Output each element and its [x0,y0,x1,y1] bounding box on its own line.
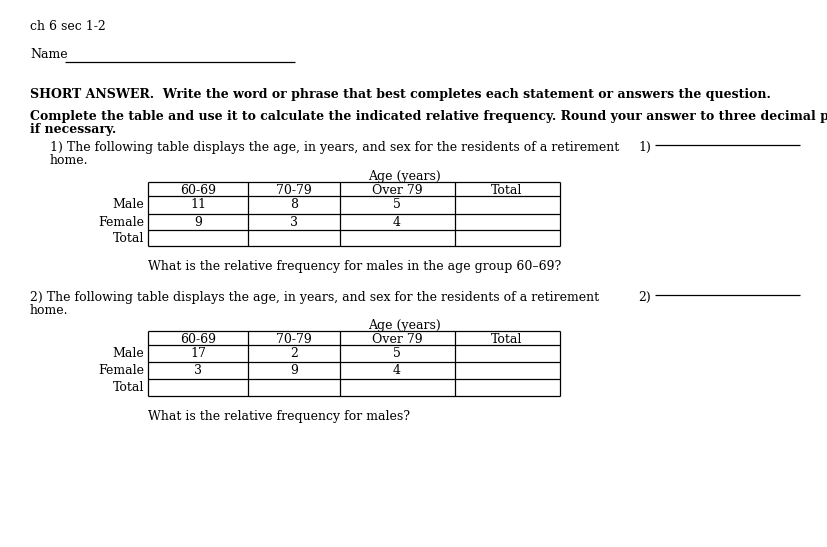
Text: 60-69: 60-69 [179,184,216,197]
Text: Female: Female [98,216,144,229]
Text: if necessary.: if necessary. [30,123,116,136]
Text: 3: 3 [289,216,298,229]
Text: 2): 2) [638,291,650,304]
Text: Total: Total [112,381,144,394]
Text: Age (years): Age (years) [367,319,440,332]
Text: Male: Male [112,198,144,211]
Text: 1) The following table displays the age, in years, and sex for the residents of : 1) The following table displays the age,… [50,141,619,154]
Text: Age (years): Age (years) [367,170,440,183]
Text: Over 79: Over 79 [371,333,422,346]
Text: home.: home. [30,304,69,317]
Text: Female: Female [98,364,144,377]
Text: Total: Total [112,232,144,245]
Text: Complete the table and use it to calculate the indicated relative frequency. Rou: Complete the table and use it to calcula… [30,110,827,123]
Text: 17: 17 [190,347,206,360]
Text: 2) The following table displays the age, in years, and sex for the residents of : 2) The following table displays the age,… [30,291,599,304]
Text: 4: 4 [393,364,400,377]
Text: What is the relative frequency for males in the age group 60–69?: What is the relative frequency for males… [148,260,561,273]
Text: home.: home. [50,154,88,167]
Text: 2: 2 [289,347,298,360]
Text: 11: 11 [189,198,206,211]
Text: 4: 4 [393,216,400,229]
Text: 70-79: 70-79 [275,333,312,346]
Text: Total: Total [490,184,522,197]
Text: 9: 9 [289,364,298,377]
Text: What is the relative frequency for males?: What is the relative frequency for males… [148,410,409,423]
Text: 3: 3 [194,364,202,377]
Text: SHORT ANSWER.  Write the word or phrase that best completes each statement or an: SHORT ANSWER. Write the word or phrase t… [30,88,770,101]
Text: Over 79: Over 79 [371,184,422,197]
Text: 1): 1) [638,141,650,154]
Text: 60-69: 60-69 [179,333,216,346]
Text: 9: 9 [194,216,202,229]
Text: ch 6 sec 1-2: ch 6 sec 1-2 [30,20,106,33]
Text: Name: Name [30,48,68,61]
Text: Male: Male [112,347,144,360]
Text: 5: 5 [393,347,400,360]
Text: 70-79: 70-79 [275,184,312,197]
Text: 5: 5 [393,198,400,211]
Text: 8: 8 [289,198,298,211]
Text: Total: Total [490,333,522,346]
